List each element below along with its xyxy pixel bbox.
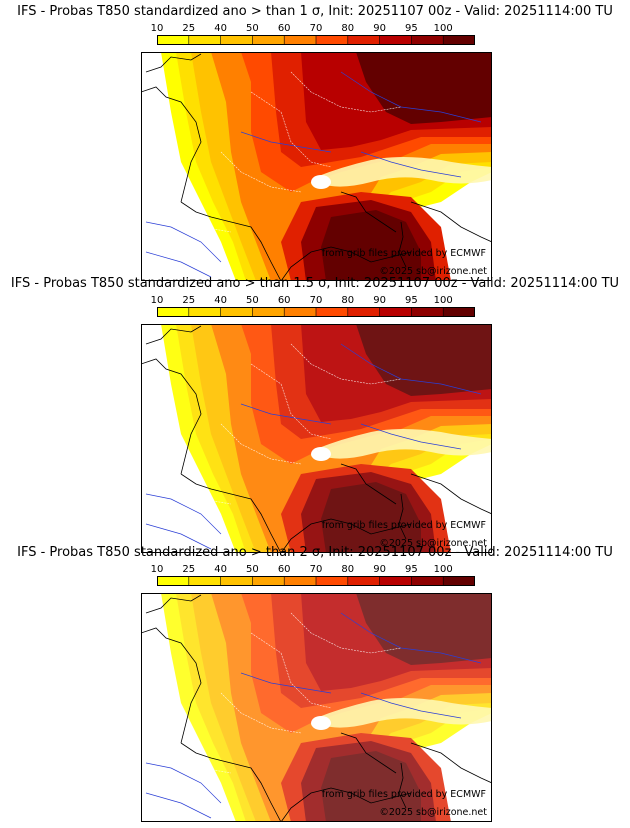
- colorbar-tick-label: 50: [246, 564, 259, 575]
- alps-gap: [316, 429, 492, 459]
- colorbar-tick-label: 95: [405, 295, 418, 306]
- probability-map: from grib files provided by ECMWF ©2025 s…: [141, 593, 492, 822]
- colorbar-tick-label: 40: [214, 564, 227, 575]
- credit-line-1: from grib files provided by ECMWF: [322, 789, 486, 800]
- coastlines: [141, 325, 492, 553]
- alps-white-spot: [311, 716, 331, 730]
- colorbar-tick-label: 25: [182, 23, 196, 34]
- map-panel-1: IFS - Probas T850 standardized ano > tha…: [0, 4, 630, 281]
- colorbar-swatch: [411, 307, 444, 317]
- colorbar-swatch: [379, 35, 412, 45]
- colorbar-swatch: [443, 307, 475, 317]
- colorbar-swatch: [157, 576, 190, 586]
- colorbar-swatch: [316, 307, 349, 317]
- colorbar-tick-label: 100: [433, 564, 453, 575]
- colorbar-tick-label: 80: [341, 23, 355, 34]
- map-frame: [141, 593, 492, 822]
- map-frame: [141, 324, 492, 553]
- colorbar-tick-label: 60: [277, 23, 291, 34]
- colorbar-swatch: [443, 35, 475, 45]
- panel-title: IFS - Probas T850 standardized ano > tha…: [17, 4, 613, 19]
- alps-gap: [316, 157, 492, 187]
- colorbar-swatch: [347, 307, 381, 317]
- colorbar-tick-label: 80: [341, 295, 355, 306]
- map-frame: [141, 52, 492, 281]
- borders: [170, 612, 402, 774]
- colorbar-tick-label: 50: [246, 295, 259, 306]
- colorbar-tick-label: 70: [309, 295, 323, 306]
- borders: [170, 71, 402, 233]
- colorbar-tick-label: 100: [433, 295, 453, 306]
- colorbar-swatch: [411, 576, 444, 586]
- colorbar-swatch: [316, 35, 349, 45]
- colorbar-tick-label: 10: [150, 295, 164, 306]
- colorbar-swatch: [347, 35, 381, 45]
- rivers: [145, 343, 482, 550]
- colorbar: [157, 307, 475, 317]
- colorbar-tick-label: 90: [373, 23, 386, 34]
- colorbar-swatch: [252, 307, 285, 317]
- colorbar-tick-label: 10: [150, 564, 164, 575]
- coastlines: [141, 53, 492, 281]
- coastlines: [141, 594, 492, 822]
- panel-title: IFS - Probas T850 standardized ano > tha…: [17, 545, 613, 560]
- colorbar-swatch: [316, 576, 349, 586]
- colorbar-swatch: [411, 35, 444, 45]
- colorbar-tick-label: 95: [405, 564, 418, 575]
- colorbar-swatch: [252, 35, 285, 45]
- colorbar-tick-label: 50: [246, 23, 259, 34]
- colorbar-tick-label: 40: [214, 23, 227, 34]
- colorbar-swatch: [188, 307, 222, 317]
- probability-map: from grib files provided by ECMWF ©2025 s…: [141, 324, 492, 553]
- rivers: [145, 612, 482, 819]
- colorbar: [157, 35, 475, 45]
- colorbar-tick-label: 90: [373, 564, 386, 575]
- colorbar-swatch: [188, 576, 222, 586]
- colorbar-tick-label: 60: [277, 564, 291, 575]
- colorbar-swatch: [284, 307, 317, 317]
- map-panel-3: IFS - Probas T850 standardized ano > tha…: [0, 545, 630, 822]
- colorbar-tick-label: 70: [309, 564, 323, 575]
- colorbar-swatch: [443, 576, 475, 586]
- colorbar-swatch: [379, 576, 412, 586]
- colorbar-tick-label: 40: [214, 295, 227, 306]
- colorbar-swatch: [188, 35, 222, 45]
- probability-map: from grib files provided by ECMWF ©2025 s…: [141, 52, 492, 281]
- alps-gap: [316, 698, 492, 728]
- colorbar-swatch: [220, 307, 253, 317]
- colorbar-swatch: [284, 35, 317, 45]
- colorbar-tick-label: 25: [182, 564, 196, 575]
- colorbar-swatch: [347, 576, 381, 586]
- colorbar-swatch: [252, 576, 285, 586]
- colorbar-tick-label: 90: [373, 295, 386, 306]
- colorbar-tick-label: 25: [182, 295, 196, 306]
- colorbar: [157, 576, 475, 586]
- borders: [170, 343, 402, 505]
- colorbar-tick-label: 80: [341, 564, 355, 575]
- credit-line-2: ©2025 sb@irizone.net: [379, 266, 487, 277]
- alps-white-spot: [311, 175, 331, 189]
- credit-line-1: from grib files provided by ECMWF: [322, 248, 486, 259]
- colorbar-tick-label: 10: [150, 23, 164, 34]
- colorbar-swatch: [379, 307, 412, 317]
- credit-line-1: from grib files provided by ECMWF: [322, 520, 486, 531]
- map-panel-2: IFS - Probas T850 standardized ano > tha…: [0, 276, 630, 553]
- credit-line-2: ©2025 sb@irizone.net: [379, 538, 487, 549]
- colorbar-tick-label: 60: [277, 295, 291, 306]
- colorbar-swatch: [220, 576, 253, 586]
- panel-title: IFS - Probas T850 standardized ano > tha…: [10, 276, 620, 291]
- alps-white-spot: [311, 447, 331, 461]
- rivers: [145, 71, 482, 278]
- colorbar-tick-label: 100: [433, 23, 453, 34]
- credit-line-2: ©2025 sb@irizone.net: [379, 807, 487, 818]
- colorbar-swatch: [157, 35, 190, 45]
- colorbar-swatch: [220, 35, 253, 45]
- colorbar-tick-label: 95: [405, 23, 418, 34]
- colorbar-swatch: [157, 307, 190, 317]
- colorbar-swatch: [284, 576, 317, 586]
- colorbar-tick-label: 70: [309, 23, 323, 34]
